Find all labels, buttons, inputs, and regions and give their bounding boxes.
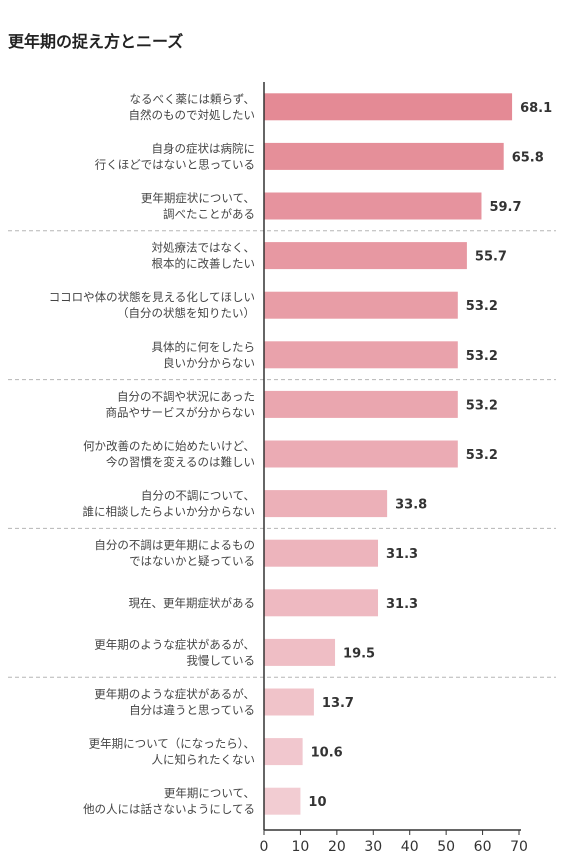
- bar: [264, 688, 314, 716]
- bar: [264, 539, 379, 567]
- category-label: 自分の不調について、: [141, 489, 255, 503]
- category-label: 自分は違うと思っている: [129, 703, 255, 717]
- data-label: 68.1: [520, 101, 552, 116]
- data-label: 65.8: [512, 150, 544, 165]
- x-tick-label: 40: [401, 839, 419, 855]
- bar: [264, 440, 458, 468]
- data-label: 53.2: [466, 299, 498, 314]
- category-label: 調べたことがある: [163, 207, 255, 221]
- data-label: 53.2: [466, 349, 498, 364]
- category-label: ではないかと疑っている: [129, 554, 255, 568]
- bar: [264, 341, 458, 369]
- x-tick-label: 50: [437, 839, 455, 855]
- category-label: 現在、更年期症状がある: [129, 596, 256, 610]
- data-label: 10.6: [311, 746, 343, 761]
- category-label: 更年期について（になったら）、: [89, 737, 255, 751]
- x-tick-label: 60: [474, 839, 492, 855]
- x-tick-label: 70: [510, 839, 528, 855]
- data-label: 53.2: [466, 448, 498, 463]
- category-label: 自然のもので対処したい: [129, 108, 256, 122]
- data-label: 53.2: [466, 398, 498, 413]
- category-label: 更年期のような症状があるが、: [94, 687, 255, 701]
- data-label: 55.7: [475, 250, 507, 265]
- x-tick-label: 20: [328, 839, 346, 855]
- category-label: 他の人には話さないようにしてる: [83, 802, 255, 816]
- data-label: 19.5: [343, 646, 375, 661]
- category-label: 何か改善のために始めたいけど、: [83, 439, 255, 453]
- category-label: 行くほどではないと思っている: [95, 157, 255, 171]
- category-label: 自分の不調は更年期によるもの: [94, 538, 255, 552]
- bar: [264, 738, 303, 766]
- category-label: 誰に相談したらよいか分からない: [83, 505, 256, 519]
- bar: [264, 93, 513, 121]
- bar: [264, 638, 336, 666]
- data-label: 10: [308, 795, 326, 810]
- bar: [264, 242, 467, 270]
- category-label: 自分の不調や状況にあった: [117, 389, 255, 403]
- bar: [264, 192, 482, 220]
- category-label: 人に知られたくない: [152, 753, 256, 767]
- category-label: 今の習慣を変えるのは難しい: [106, 455, 255, 469]
- category-label: 更年期について、: [164, 786, 255, 800]
- category-label: 商品やサービスが分からない: [106, 405, 256, 419]
- category-label: なるべく薬には頼らず、: [130, 92, 255, 106]
- data-label: 31.3: [386, 597, 418, 612]
- bar: [264, 142, 504, 170]
- category-label: 我慢している: [186, 653, 255, 667]
- bar: [264, 589, 379, 617]
- category-label: （自分の状態を知りたい）: [117, 306, 255, 320]
- category-label: 良いか分からない: [163, 356, 255, 370]
- category-label: 更年期症状について、: [141, 191, 255, 205]
- bar: [264, 490, 388, 518]
- bar: [264, 787, 301, 815]
- category-label: 対処療法ではなく、: [152, 241, 256, 255]
- data-label: 33.8: [395, 498, 427, 513]
- category-label: 更年期のような症状があるが、: [94, 637, 255, 651]
- category-label: 根本的に改善したい: [152, 257, 256, 271]
- data-label: 13.7: [322, 696, 354, 711]
- data-label: 59.7: [489, 200, 521, 215]
- bar: [264, 390, 458, 418]
- chart-title: 更年期の捉え方とニーズ: [8, 32, 184, 51]
- x-tick-label: 10: [292, 839, 310, 855]
- x-tick-label: 30: [364, 839, 382, 855]
- category-label: 自身の症状は病院に: [152, 141, 256, 155]
- bar: [264, 291, 458, 319]
- x-tick-label: 0: [260, 839, 269, 855]
- category-label: ココロや体の状態を見える化してほしい: [49, 290, 255, 304]
- data-label: 31.3: [386, 547, 418, 562]
- category-label: 具体的に何をしたら: [152, 340, 256, 354]
